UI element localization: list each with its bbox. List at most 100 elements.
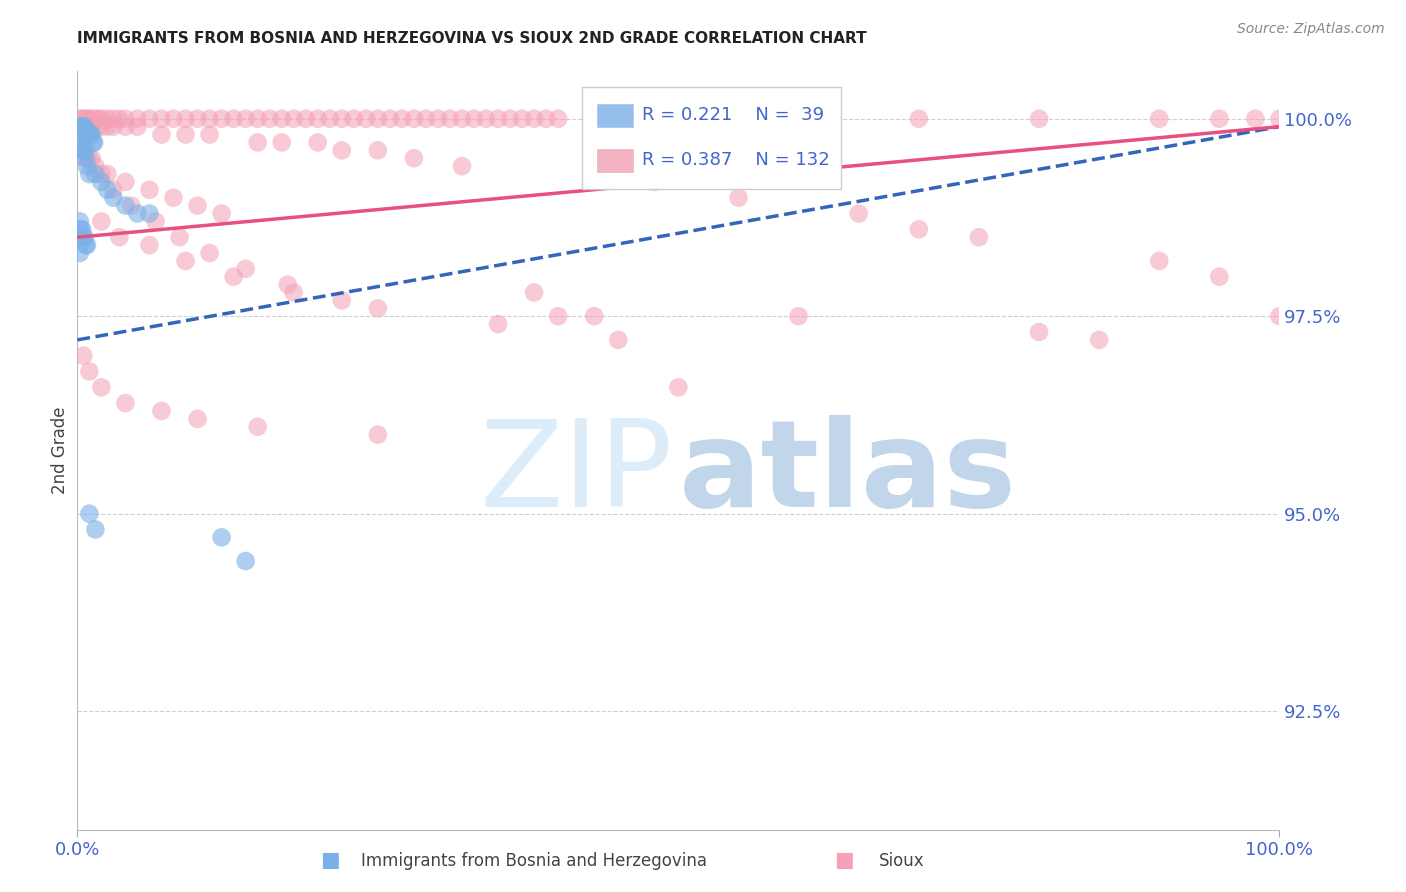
- Bar: [596, 149, 633, 171]
- Point: [96, 167, 118, 181]
- Point: [75, 128, 97, 142]
- Point: [174, 112, 197, 126]
- Point: [391, 112, 413, 126]
- Point: [451, 112, 474, 126]
- Point: [330, 293, 353, 308]
- Point: [547, 112, 569, 126]
- Point: [73, 144, 96, 158]
- Point: [79, 128, 101, 142]
- Point: [90, 380, 112, 394]
- Point: [79, 151, 101, 165]
- Point: [72, 230, 94, 244]
- Point: [120, 199, 142, 213]
- Point: [211, 530, 233, 544]
- Text: ■: ■: [834, 850, 853, 870]
- Point: [787, 309, 810, 323]
- Point: [127, 112, 149, 126]
- Point: [90, 175, 112, 189]
- Point: [70, 120, 93, 134]
- Point: [70, 112, 93, 126]
- Text: IMMIGRANTS FROM BOSNIA AND HERZEGOVINA VS SIOUX 2ND GRADE CORRELATION CHART: IMMIGRANTS FROM BOSNIA AND HERZEGOVINA V…: [77, 31, 868, 46]
- Point: [354, 112, 377, 126]
- Point: [114, 120, 136, 134]
- Point: [103, 112, 125, 126]
- Point: [1149, 254, 1171, 268]
- Point: [73, 112, 96, 126]
- Point: [1244, 112, 1267, 126]
- Point: [583, 309, 606, 323]
- Point: [186, 199, 209, 213]
- Point: [114, 175, 136, 189]
- Text: Immigrants from Bosnia and Herzegovina: Immigrants from Bosnia and Herzegovina: [361, 852, 707, 870]
- Point: [523, 112, 546, 126]
- Point: [72, 120, 94, 134]
- Point: [427, 112, 450, 126]
- Point: [246, 419, 269, 434]
- Point: [83, 136, 105, 150]
- Text: ZIP: ZIP: [479, 415, 672, 532]
- Point: [534, 112, 557, 126]
- Point: [499, 112, 522, 126]
- Point: [463, 112, 485, 126]
- Point: [86, 120, 108, 134]
- Point: [643, 175, 665, 189]
- Point: [367, 427, 389, 442]
- Point: [90, 214, 112, 228]
- Point: [76, 238, 98, 252]
- Point: [727, 191, 749, 205]
- Point: [174, 128, 197, 142]
- Point: [145, 214, 167, 228]
- Point: [76, 112, 98, 126]
- Point: [475, 112, 498, 126]
- Point: [79, 112, 101, 126]
- Point: [547, 309, 569, 323]
- Bar: [596, 103, 633, 127]
- Point: [77, 128, 100, 142]
- Point: [84, 523, 107, 537]
- Point: [150, 128, 173, 142]
- Text: R = 0.387    N = 132: R = 0.387 N = 132: [643, 152, 830, 169]
- Point: [70, 144, 93, 158]
- Point: [162, 191, 184, 205]
- Point: [73, 120, 96, 134]
- Point: [90, 120, 112, 134]
- Point: [96, 112, 118, 126]
- Point: [75, 151, 97, 165]
- Point: [127, 120, 149, 134]
- Point: [174, 254, 197, 268]
- Point: [70, 222, 93, 236]
- Point: [108, 112, 131, 126]
- Point: [76, 120, 98, 134]
- Point: [307, 136, 329, 150]
- Point: [72, 349, 94, 363]
- Point: [90, 112, 112, 126]
- Point: [138, 183, 160, 197]
- Point: [103, 120, 125, 134]
- Point: [198, 112, 221, 126]
- Point: [222, 269, 245, 284]
- Point: [73, 151, 96, 165]
- Point: [343, 112, 366, 126]
- Point: [668, 112, 690, 126]
- Point: [169, 230, 191, 244]
- Text: Source: ZipAtlas.com: Source: ZipAtlas.com: [1237, 22, 1385, 37]
- Point: [108, 230, 131, 244]
- Point: [235, 261, 257, 276]
- Point: [80, 112, 103, 126]
- Point: [72, 144, 94, 158]
- Point: [87, 112, 110, 126]
- Point: [1028, 112, 1050, 126]
- Point: [96, 183, 118, 197]
- Point: [186, 412, 209, 426]
- Point: [283, 112, 305, 126]
- Point: [75, 238, 97, 252]
- Point: [607, 333, 630, 347]
- Point: [70, 144, 93, 158]
- Point: [246, 112, 269, 126]
- Point: [90, 167, 112, 181]
- Point: [211, 112, 233, 126]
- Text: R = 0.221    N =  39: R = 0.221 N = 39: [643, 106, 824, 124]
- Point: [486, 317, 509, 331]
- Point: [787, 112, 810, 126]
- Point: [70, 120, 93, 134]
